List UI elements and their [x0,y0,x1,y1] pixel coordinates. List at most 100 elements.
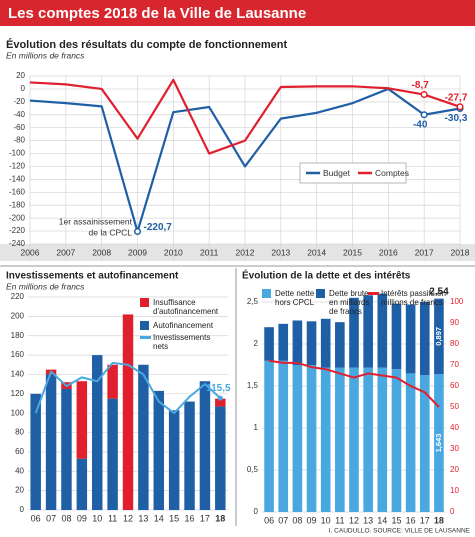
annotation: 1er assainissement [59,216,133,226]
x-tick-label: 2011 [200,247,219,257]
x-tick-label: 17 [420,515,430,525]
header-band [0,0,475,26]
x-tick-label: 14 [154,513,164,523]
y-tick-label: -220 [9,226,26,235]
x-tick-label: 15 [169,513,179,523]
y-tick-label: -60 [13,123,25,132]
bar-segment [264,327,274,361]
bar-segment [335,322,345,368]
x-tick-label: 2012 [236,247,255,257]
y-tick-label: 10 [450,486,459,495]
bar-segment [434,373,444,512]
y-tick-label: 0 [254,507,259,516]
point [420,111,428,119]
header-title: Les comptes 2018 de la Ville de Lausanne [8,5,306,22]
y-tick-label: -40 [13,110,25,119]
x-tick-label: 09 [307,515,317,525]
bar-segment [92,355,103,510]
x-tick-label: 2018 [451,247,470,257]
legend-swatch [262,289,271,298]
total-label: 2,54 [429,286,449,297]
y-tick-label: 0 [450,507,455,516]
x-tick-label: 2017 [415,247,434,257]
x-tick-label: 06 [31,513,41,523]
x-tick-label: 10 [321,515,331,525]
y-tick-label: 2,5 [247,297,259,306]
legend-label: Autofinancement [153,321,214,330]
bar-segment [320,367,331,512]
y-tick-label: 180 [11,331,25,340]
legend-label: Dette brute en milliards de francs [329,289,370,316]
x-tick-label: 13 [138,513,148,523]
x-tick-label: 09 [77,513,87,523]
x-tick-label: 10 [92,513,102,523]
x-axis-band [0,244,475,261]
bar-segment [76,458,88,510]
value-label: -220,7 [144,222,173,233]
y-tick-label: -80 [13,136,25,145]
bar-segment [377,293,388,368]
x-tick-label: 11 [335,515,344,525]
value-label: -40 [413,119,428,130]
y-tick-label: 70 [450,360,459,369]
x-tick-label: 2010 [164,247,183,257]
x-tick-label: 12 [123,513,133,523]
chart-subtitle: En millions de francs [6,50,85,60]
y-tick-label: 80 [450,339,459,348]
legend-label: Investissements nets [153,333,211,351]
x-tick-label: 18 [434,515,444,525]
bar-segment [215,406,226,510]
y-tick-label: 220 [11,292,25,301]
point [420,90,428,99]
x-tick-label: 13 [363,515,373,525]
y-tick-label: 20 [16,71,25,80]
y-tick-label: 60 [15,447,24,456]
x-tick-label: 15 [391,515,401,525]
bar-segment [278,323,289,361]
bar-segment [30,393,41,510]
value-label: 115,5 [206,383,231,394]
y-tick-label: 160 [11,350,25,359]
bar-segment [184,401,195,510]
bar-segment [377,367,388,512]
y-tick-label: 100 [11,408,25,417]
bar-segment [138,364,149,510]
y-tick-label: -20 [13,97,25,106]
x-tick-label: 08 [292,515,302,525]
bar-segment [45,374,57,510]
legend-label: Dette nette hors CPCL [275,289,315,307]
value-label: 0,897 [434,327,443,346]
legend-label: Insuffisance d'autofinancement [153,298,219,316]
line [29,78,461,155]
x-tick-label: 2009 [128,247,147,257]
bar-segment [405,304,416,374]
x-tick-label: 14 [377,515,387,525]
y-tick-label: 20 [15,486,24,495]
legend-swatch [140,298,149,307]
bar-segment [391,369,402,512]
point [456,103,464,111]
bar-segment [122,314,134,510]
bar-segment [434,298,444,374]
bar-segment [419,375,430,512]
y-tick-label: -180 [9,200,26,209]
value-label: 1,643 [434,434,443,453]
annotation: de la CPCL [89,227,133,237]
x-tick-label: 08 [61,513,71,523]
x-tick-label: 18 [215,513,225,523]
x-tick-label: 17 [200,513,210,523]
bar-segment [107,364,118,399]
bar-segment [349,297,359,368]
bar-segment [76,381,88,459]
bar-segment [215,398,226,407]
y-tick-label: 50 [450,402,459,411]
bar-segment [405,373,416,512]
bar-segment [61,388,72,510]
point [217,395,223,401]
x-tick-label: 2015 [343,247,362,257]
bar-segment [278,360,289,512]
bar-segment [419,302,430,376]
y-tick-label: -140 [9,174,26,183]
y-tick-label: -120 [9,162,26,171]
bar-segment [264,360,274,512]
